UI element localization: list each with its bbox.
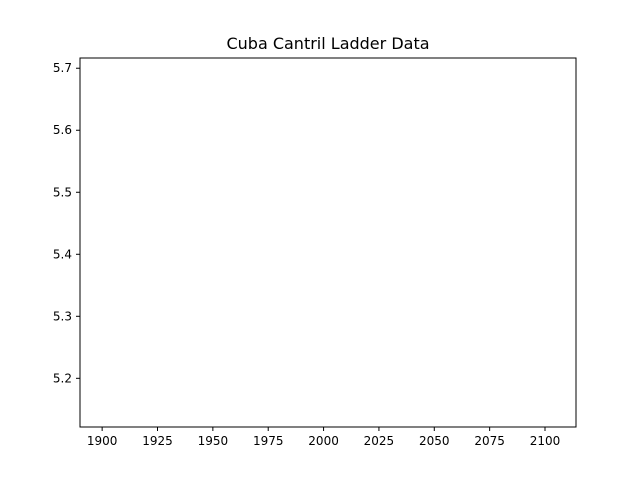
x-tick-label: 1950 [198,434,229,448]
y-tick-label: 5.2 [53,371,72,385]
x-tick-label: 2025 [364,434,395,448]
x-tick-label: 2075 [474,434,505,448]
x-tick-label: 2100 [530,434,561,448]
x-tick-label: 2050 [419,434,450,448]
x-axis: 1900 1925 1950 1975 2000 2025 2050 2075 2100 [87,427,560,448]
x-tick-label: 1975 [253,434,284,448]
plot-area-frame [79,57,577,428]
y-tick-label: 5.6 [53,123,72,137]
x-tick-label: 1925 [142,434,173,448]
y-axis: 5.2 5.3 5.4 5.5 5.6 5.7 [53,61,80,385]
x-tick-label: 1900 [87,434,118,448]
chart-title: Cuba Cantril Ladder Data [226,34,429,53]
y-tick-label: 5.7 [53,61,72,75]
x-tick-label: 2000 [308,434,339,448]
y-tick-label: 5.3 [53,309,72,323]
y-tick-label: 5.4 [53,247,72,261]
y-tick-label: 5.5 [53,185,72,199]
